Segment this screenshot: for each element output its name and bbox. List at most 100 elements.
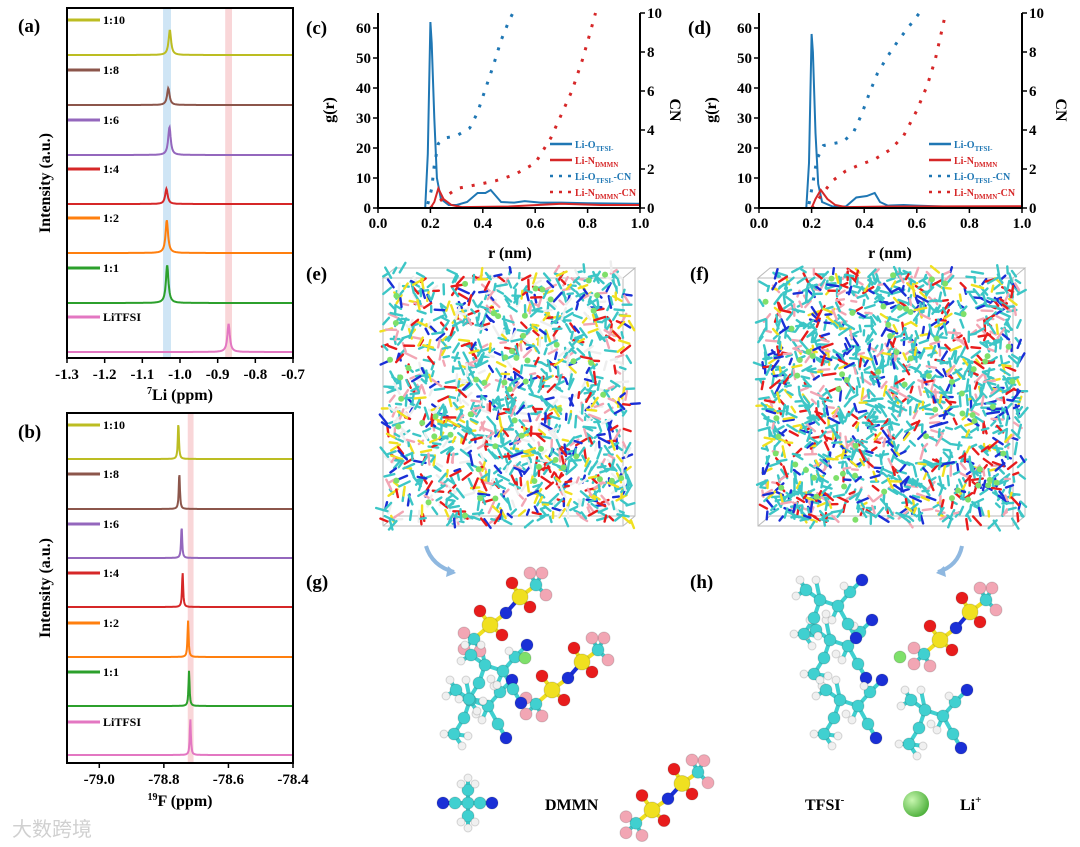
molecule-bond — [970, 270, 985, 275]
molecule-bond — [537, 296, 543, 308]
atom-c — [496, 664, 510, 678]
molecule-bond — [798, 430, 807, 436]
molecule-bond — [853, 366, 857, 375]
molecule-bond — [893, 428, 904, 440]
molecule-bond — [800, 330, 809, 342]
molecule-bond — [428, 389, 433, 397]
atom-h — [839, 581, 849, 591]
molecule-bond — [582, 288, 589, 295]
molecule-bond — [493, 273, 503, 278]
legend-label-main: Li-O — [954, 172, 975, 183]
atom-h — [456, 779, 466, 789]
atom-n — [661, 792, 675, 806]
x-tick-label: -0.7 — [281, 367, 305, 383]
molecule-bond — [866, 460, 874, 468]
atom-h — [944, 691, 954, 701]
atom-c — [457, 711, 471, 725]
molecule-bond — [873, 268, 880, 275]
atom-n — [869, 731, 883, 745]
molecule-bond — [986, 410, 1001, 415]
molecule-bond — [433, 465, 441, 472]
molecule-bond — [809, 436, 819, 444]
molecule-bond — [427, 294, 433, 302]
legend-label: Li-NDMMN — [954, 156, 997, 169]
molecule-bond — [757, 335, 764, 344]
series-li-n-dmmn — [759, 188, 1023, 209]
molecule-bond — [621, 441, 628, 450]
molecule-bond — [621, 515, 632, 525]
molecule-bond — [1014, 405, 1021, 419]
li-ion — [522, 378, 529, 385]
molecule-bond — [485, 353, 495, 359]
molecule-bond — [1016, 512, 1020, 523]
molecule-bond — [866, 338, 874, 346]
molecule-bond — [881, 471, 889, 478]
molecule-bond — [867, 388, 876, 398]
atom-o — [685, 787, 699, 801]
molecule-bond — [1004, 484, 1015, 489]
molecule-bond — [973, 360, 985, 370]
molecule-bond — [386, 450, 397, 456]
molecule-bond — [614, 272, 624, 280]
molecule-bond — [909, 495, 923, 503]
molecule-bond — [417, 490, 427, 498]
molecule-bond — [994, 461, 1006, 472]
li-ion — [552, 456, 559, 463]
x-tick-label: 0.2 — [421, 216, 440, 232]
molecule-bond — [921, 507, 934, 512]
molecule-bond — [919, 449, 925, 460]
molecule-bond — [1016, 356, 1022, 368]
molecule-bond — [580, 511, 588, 520]
atom-o — [923, 619, 937, 633]
y2-tick-label: 8 — [647, 45, 655, 61]
molecule-bond — [917, 385, 923, 397]
molecule-bond — [850, 275, 858, 284]
legend-label: Li-OTFSI- — [954, 140, 993, 153]
molecule-bond — [457, 388, 468, 399]
molecule-bond — [922, 467, 929, 475]
molecule-bond — [553, 264, 561, 275]
molecule-bond — [775, 322, 780, 330]
molecule-bond — [420, 367, 426, 375]
y-tick-label: 50 — [737, 51, 752, 67]
li-ion — [588, 359, 595, 366]
molecule-bond — [591, 477, 598, 484]
molecule-bond — [522, 348, 533, 359]
molecule-bond — [477, 325, 489, 331]
li-ion — [590, 307, 597, 314]
atom-h — [439, 729, 449, 739]
molecule-bond — [804, 418, 813, 425]
molecule-bond — [441, 335, 448, 342]
molecule-bond — [799, 267, 807, 274]
atom-f — [601, 653, 615, 667]
molecule-bond — [887, 506, 894, 516]
molecule-bond — [923, 369, 929, 379]
molecule-bond — [560, 486, 567, 499]
molecule-bond — [946, 514, 954, 521]
molecule-bond — [959, 483, 967, 496]
atom-f — [697, 754, 711, 768]
li-ion — [907, 355, 914, 362]
atom-f — [519, 707, 533, 721]
molecule-bond — [969, 426, 979, 434]
molecule-bond — [853, 402, 858, 413]
molecule-bond — [483, 517, 492, 530]
molecule-bond — [393, 459, 405, 463]
molecule-bond — [413, 396, 427, 400]
molecule-bond — [929, 421, 943, 429]
li-ion — [431, 433, 438, 440]
molecule-bond — [1016, 318, 1022, 329]
li-ion — [518, 432, 525, 439]
molecule-bond — [520, 497, 527, 507]
molecule-bond — [445, 468, 449, 478]
atom-c — [799, 583, 813, 597]
molecule-bond — [980, 427, 990, 432]
molecule-bond — [942, 273, 953, 284]
molecule-bond — [836, 289, 846, 296]
molecule-bond — [763, 399, 776, 404]
legend-label-suffix: -CN — [613, 172, 632, 183]
molecule-bond — [835, 321, 844, 328]
molecule-bond — [611, 294, 623, 303]
molecule-bond — [470, 341, 477, 351]
molecule-bond — [864, 402, 879, 410]
